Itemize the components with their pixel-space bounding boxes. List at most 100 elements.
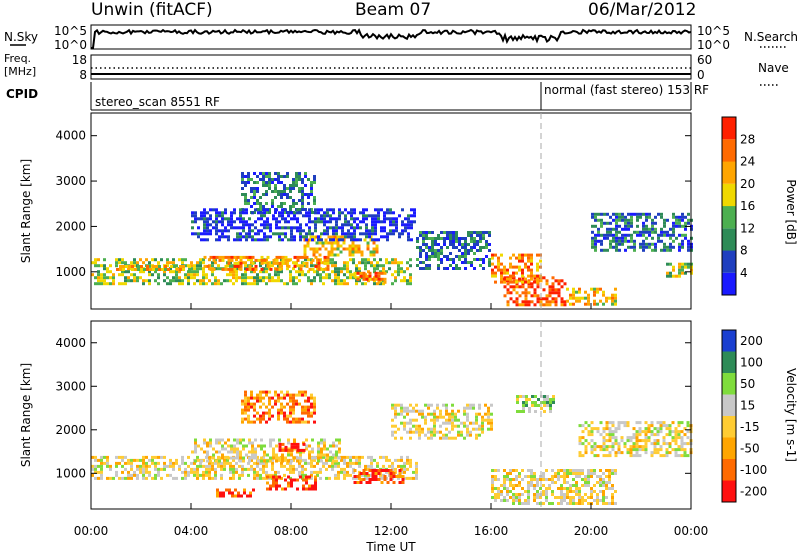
heatmap-cell (434, 237, 437, 240)
heatmap-cell (296, 450, 299, 454)
heatmap-cell (260, 238, 263, 242)
heatmap-cell (563, 303, 567, 307)
heatmap-cell (425, 231, 428, 234)
heatmap-cell (317, 217, 320, 221)
heatmap-cell (500, 271, 503, 275)
heatmap-cell (343, 476, 346, 480)
heatmap-cell (681, 245, 684, 249)
heatmap-cell (548, 294, 552, 298)
heatmap-cell (277, 396, 280, 400)
heatmap-cell (211, 464, 214, 468)
heatmap-cell (303, 247, 307, 251)
heatmap-cell (239, 208, 242, 212)
heatmap-cell (445, 418, 448, 422)
heatmap-cell (521, 303, 525, 307)
heatmap-cell (403, 421, 406, 425)
heatmap-cell (313, 408, 316, 412)
heatmap-cell (409, 264, 412, 268)
heatmap-cell (269, 456, 272, 460)
heatmap-cell (269, 226, 272, 230)
heatmap-cell (262, 193, 265, 196)
heatmap-cell (158, 265, 161, 268)
heatmap-cell (193, 461, 196, 465)
heatmap-cell (672, 221, 675, 225)
heatmap-cell (139, 270, 142, 274)
heatmap-cell (251, 441, 254, 445)
heatmap-cell (536, 478, 539, 481)
heatmap-cell (308, 229, 311, 233)
heatmap-cell (452, 258, 455, 261)
heatmap-cell (287, 441, 290, 445)
heatmap-cell (422, 243, 425, 246)
heatmap-cell (245, 444, 248, 448)
heatmap-cell (241, 402, 244, 406)
heatmap-cell (317, 459, 320, 463)
heatmap-cell (214, 467, 217, 471)
heatmap-cell (283, 464, 286, 468)
heatmap-cell (242, 217, 245, 221)
heatmap-cell (239, 459, 242, 463)
heatmap-cell (246, 494, 249, 498)
heatmap-cell (331, 264, 334, 268)
heatmap-cell (244, 279, 247, 283)
heatmap-cell (283, 211, 286, 214)
heatmap-cell (241, 172, 244, 175)
heatmap-cell (272, 214, 275, 218)
heatmap-cell (335, 223, 338, 227)
heatmap-cell (654, 242, 657, 246)
heatmap-cell (548, 303, 552, 307)
heatmap-cell (311, 447, 314, 451)
heatmap-cell (382, 455, 385, 459)
heatmap-cell (534, 395, 537, 398)
heatmap-cell (418, 436, 421, 440)
heatmap-cell (298, 172, 301, 175)
heatmap-cell (500, 280, 503, 284)
heatmap-cell (322, 282, 325, 286)
heatmap-cell (347, 232, 350, 236)
heatmap-cell (551, 300, 555, 304)
heatmap-cell (215, 438, 218, 442)
heatmap-cell (268, 276, 271, 280)
heatmap-cell (449, 252, 452, 255)
heatmap-cell (521, 271, 524, 275)
heatmap-cell (519, 410, 522, 413)
heatmap-cell (157, 273, 160, 277)
heatmap-cell (327, 241, 331, 245)
heatmap-cell (609, 242, 612, 246)
heatmap-cell (278, 448, 282, 452)
heatmap-cell (403, 467, 406, 471)
heatmap-cell (193, 282, 196, 286)
heatmap-cell (214, 282, 217, 286)
heatmap-cell (209, 232, 212, 236)
heatmap-cell (205, 282, 208, 286)
heatmap-cell (233, 264, 237, 268)
heatmap-cell (605, 427, 609, 431)
heatmap-cell (340, 282, 343, 286)
heatmap-cell (506, 271, 509, 275)
heatmap-cell (217, 267, 220, 271)
heatmap-cell (221, 214, 224, 218)
heatmap-cell (277, 393, 280, 397)
heatmap-cell (257, 258, 261, 262)
heatmap-cell (278, 264, 282, 268)
heatmap-cell (269, 459, 272, 463)
heatmap-cell (256, 470, 259, 474)
heatmap-cell (362, 271, 366, 275)
heatmap-cell (175, 276, 178, 280)
heatmap-cell (365, 481, 369, 484)
heatmap-cell (251, 255, 255, 259)
heatmap-cell (350, 208, 353, 212)
heatmap-cell (209, 267, 213, 271)
heatmap-cell (332, 232, 335, 236)
heatmap-cell (509, 472, 512, 475)
heatmap-cell (678, 268, 681, 272)
heatmap-cell (200, 214, 203, 218)
heatmap-cell (323, 444, 326, 448)
heatmap-cell (190, 270, 193, 274)
heatmap-cell (225, 488, 228, 492)
heatmap-cell (551, 282, 555, 286)
heatmap-cell (494, 469, 497, 472)
heatmap-cell (242, 459, 245, 463)
heatmap-cell (260, 255, 264, 259)
